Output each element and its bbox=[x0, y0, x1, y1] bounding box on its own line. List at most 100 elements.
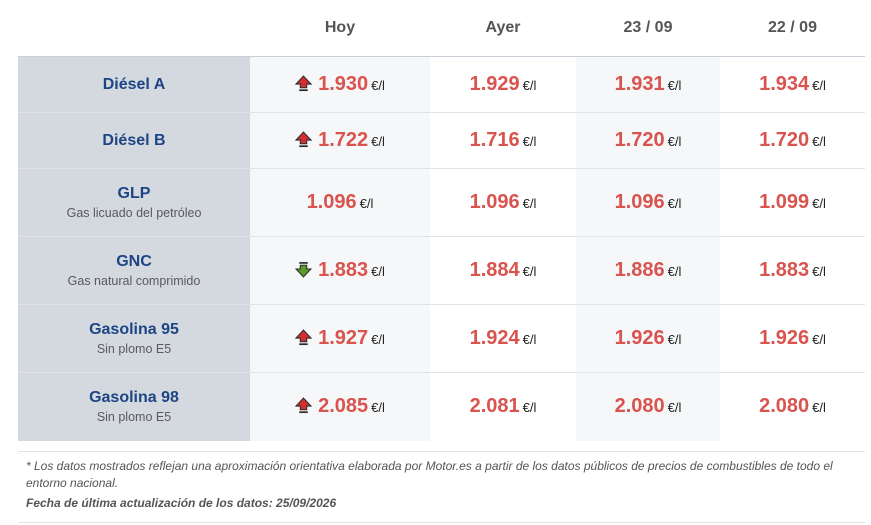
price-cell: 1.926 €/l bbox=[720, 305, 865, 373]
table-row: Diésel A 1.930 €/l 1.929 €/l 1.931 €/l 1.934 €/l bbox=[18, 56, 865, 113]
price-unit: €/l bbox=[359, 196, 374, 211]
fuel-cell: GLP Gas licuado del petróleo bbox=[18, 168, 250, 237]
price-cell: 1.096 €/l bbox=[250, 168, 430, 237]
price-unit: €/l bbox=[667, 332, 682, 347]
fuel-cell: Gasolina 95 Sin plomo E5 bbox=[18, 304, 250, 373]
header-date-2: 22 / 09 bbox=[768, 19, 817, 36]
price-cell: 1.716 €/l bbox=[430, 113, 576, 169]
price-value: 1.926 bbox=[614, 327, 665, 349]
price-unit: €/l bbox=[812, 78, 826, 93]
price-cell: 2.085 €/l bbox=[250, 372, 430, 441]
price-value: 1.884 bbox=[469, 259, 520, 281]
price-unit: €/l bbox=[667, 264, 682, 279]
fuel-cell: GNC Gas natural comprimido bbox=[18, 236, 250, 305]
price-cell: 1.931 €/l bbox=[576, 56, 720, 113]
price-unit: €/l bbox=[371, 332, 385, 347]
price-value: 1.096 bbox=[469, 191, 520, 213]
table-row: GLP Gas licuado del petróleo 1.096 €/l 1.096… bbox=[18, 168, 865, 237]
price-cell: 1.720 €/l bbox=[720, 113, 865, 169]
fuel-price-table-container: Hoy Ayer 23 / 09 22 / 09 Diésel A 1.930 €/… bbox=[18, 0, 865, 441]
trend-up-icon bbox=[295, 329, 313, 346]
last-updated: Fecha de última actualización de los dat… bbox=[26, 496, 337, 510]
price-cell: 1.884 €/l bbox=[430, 237, 576, 305]
table-row: Gasolina 95 Sin plomo E5 1.927 €/l 1.924 €/l 1… bbox=[18, 304, 865, 373]
price-value: 1.716 bbox=[469, 129, 520, 151]
fuel-cell: Diésel A bbox=[18, 56, 250, 113]
price-value: 1.720 bbox=[614, 129, 665, 151]
price-value: 1.934 bbox=[759, 73, 810, 95]
price-cell: 2.080 €/l bbox=[720, 373, 865, 441]
price-value: 1.926 bbox=[759, 327, 810, 349]
price-unit: €/l bbox=[371, 264, 385, 279]
table-row: Diésel B 1.722 €/l 1.716 €/l 1.720 €/l 1.720 €/l bbox=[18, 112, 865, 169]
price-cell: 1.930 €/l bbox=[250, 56, 430, 113]
price-value: 1.886 bbox=[614, 259, 665, 281]
price-unit: €/l bbox=[812, 196, 826, 211]
fuel-subtitle: Sin plomo E5 bbox=[96, 410, 172, 425]
price-unit: €/l bbox=[667, 134, 682, 149]
trend-up-icon bbox=[295, 397, 313, 414]
price-unit: €/l bbox=[522, 196, 537, 211]
price-value: 1.929 bbox=[469, 73, 520, 95]
price-cell: 1.720 €/l bbox=[576, 112, 720, 169]
price-unit: €/l bbox=[667, 400, 682, 416]
price-cell: 1.883 €/l bbox=[250, 236, 430, 305]
price-cell: 1.886 €/l bbox=[576, 236, 720, 305]
fuel-subtitle: Gas natural comprimido bbox=[67, 274, 201, 288]
price-cell: 1.929 €/l bbox=[430, 57, 576, 113]
header-yesterday: Ayer bbox=[485, 19, 521, 36]
price-value: 1.099 bbox=[759, 191, 810, 213]
fuel-subtitle: Gas licuado del petróleo bbox=[66, 206, 202, 220]
fuel-cell: Diésel B bbox=[18, 112, 250, 169]
fuel-cell: Gasolina 98 Sin plomo E5 bbox=[18, 372, 250, 441]
price-value: 1.930 bbox=[318, 73, 369, 95]
notes-section: * Los datos mostrados reflejan una aprox… bbox=[18, 451, 865, 510]
price-unit: €/l bbox=[522, 332, 537, 347]
price-unit: €/l bbox=[812, 400, 826, 416]
price-value: 1.722 bbox=[318, 129, 369, 151]
price-cell: 1.722 €/l bbox=[250, 112, 430, 169]
price-value: 1.096 bbox=[614, 191, 665, 213]
price-cell: 2.081 €/l bbox=[430, 373, 576, 441]
price-unit: €/l bbox=[371, 400, 385, 416]
price-value: 1.096 bbox=[306, 191, 357, 213]
fuel-name: Gasolina 95 bbox=[89, 321, 179, 338]
fuel-name: Gasolina 98 bbox=[89, 389, 179, 407]
price-unit: €/l bbox=[667, 78, 682, 93]
price-cell: 1.096 €/l bbox=[430, 169, 576, 237]
price-value: 2.080 bbox=[614, 395, 665, 418]
disclaimer-note: * Los datos mostrados reflejan una aprox… bbox=[26, 459, 833, 490]
trend-down-icon bbox=[295, 262, 313, 278]
price-cell: 1.096 €/l bbox=[576, 168, 720, 237]
price-unit: €/l bbox=[522, 264, 537, 279]
price-value: 1.924 bbox=[469, 327, 520, 349]
price-value: 1.931 bbox=[614, 73, 665, 95]
header-today: Hoy bbox=[324, 19, 356, 36]
price-unit: €/l bbox=[812, 264, 826, 279]
price-unit: €/l bbox=[522, 400, 537, 416]
price-value: 2.081 bbox=[469, 395, 520, 418]
table-row: Gasolina 98 Sin plomo E5 2.085 €/l 2.081 €/l 2… bbox=[18, 372, 865, 441]
price-unit: €/l bbox=[522, 78, 537, 93]
header-fuel bbox=[18, 0, 250, 57]
fuel-name: Diésel B bbox=[102, 131, 166, 149]
price-unit: €/l bbox=[812, 332, 826, 347]
fuel-price-table: Hoy Ayer 23 / 09 22 / 09 Diésel A 1.930 €/… bbox=[18, 0, 865, 441]
price-value: 1.883 bbox=[318, 259, 369, 281]
price-value: 2.080 bbox=[759, 395, 810, 418]
price-cell: 1.934 €/l bbox=[720, 57, 865, 113]
price-cell: 1.883 €/l bbox=[720, 237, 865, 305]
table-header-row: Hoy Ayer 23 / 09 22 / 09 bbox=[18, 0, 865, 57]
price-value: 1.927 bbox=[318, 327, 369, 349]
price-cell: 1.927 €/l bbox=[250, 304, 430, 373]
fuel-subtitle: Sin plomo E5 bbox=[96, 342, 172, 356]
table-row: GNC Gas natural comprimido 1.883 €/l 1.884 €/… bbox=[18, 236, 865, 305]
trend-up-icon bbox=[295, 131, 313, 148]
price-value: 1.883 bbox=[759, 259, 810, 281]
price-unit: €/l bbox=[667, 196, 682, 211]
price-unit: €/l bbox=[522, 134, 537, 149]
trend-up-icon bbox=[295, 75, 313, 92]
price-cell: 2.080 €/l bbox=[576, 372, 720, 441]
fuel-name: GNC bbox=[116, 253, 152, 270]
price-value: 2.085 bbox=[318, 395, 369, 418]
